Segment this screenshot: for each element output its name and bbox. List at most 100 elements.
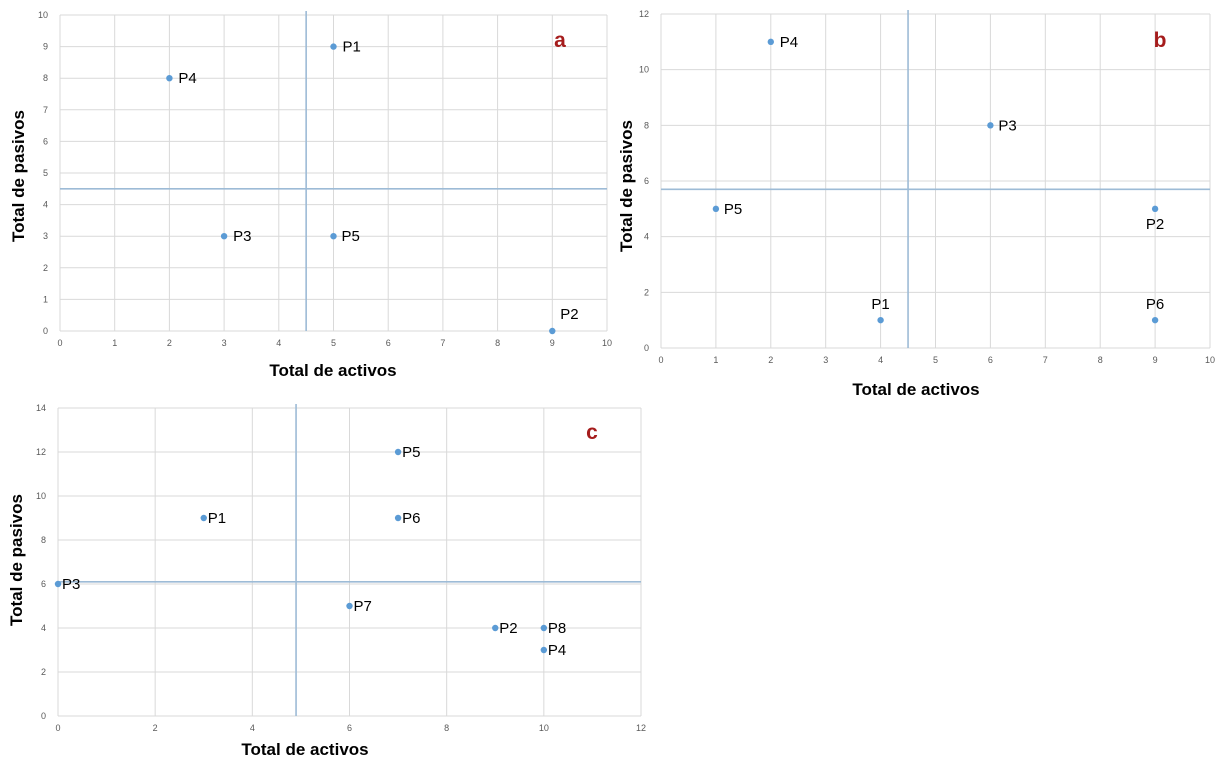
point-label-p4: P4 [178,70,196,87]
data-point-p1 [200,514,207,522]
data-point-p2 [492,624,499,632]
y-tick-label: 8 [43,73,48,83]
x-tick-label: 8 [444,723,449,733]
data-point-p4 [166,75,173,82]
y-tick-label: 12 [639,9,649,19]
point-label-p4: P4 [548,642,566,659]
point-label-p7: P7 [354,598,372,615]
x-axis-title: Total de activos [241,740,368,759]
data-point-p8 [540,624,548,632]
chart-panel-a: 0 1 2 3 4 5 6 7 8 9 10 0 1 2 3 4 5 6 7 8 9 10 P1 P2 P3 P4 P5 Total … [9,10,612,380]
data-point-p5 [330,233,337,240]
point-label-p5: P5 [724,201,742,218]
point-label-p2: P2 [560,306,578,323]
point-label-p3: P3 [62,576,80,593]
y-tick-label: 4 [644,232,649,242]
x-tick-label: 5 [933,355,938,365]
y-tick-label: 0 [41,711,46,721]
panel-letter: b [1154,29,1167,52]
data-point-p3 [54,580,62,588]
y-tick-label: 3 [43,231,48,241]
data-point-p2 [549,327,556,335]
panel-letter: c [586,421,598,444]
y-tick-label: 4 [41,623,46,633]
point-label-p3: P3 [233,228,251,245]
x-tick-label: 5 [331,338,336,348]
y-tick-label: 8 [41,535,46,545]
y-tick-label: 2 [41,667,46,677]
y-tick-label: 2 [43,263,48,273]
y-tick-label: 10 [639,65,649,75]
data-point-p5 [394,448,402,456]
data-point-p3 [987,122,994,129]
gridlines [660,13,1211,349]
y-tick-label: 0 [644,343,649,353]
y-tick-label: 6 [644,176,649,186]
x-tick-label: 2 [768,355,773,365]
point-label-p1: P1 [208,510,226,527]
y-tick-label: 5 [43,168,48,178]
y-axis-title: Total de pasivos [617,120,636,252]
y-tick-label: 7 [43,105,48,115]
data-point-p1 [330,43,337,50]
x-tick-label: 4 [878,355,883,365]
x-tick-label: 1 [112,338,117,348]
y-axis-title: Total de pasivos [9,110,28,242]
x-tick-label: 9 [550,338,555,348]
data-point-p7 [346,602,353,610]
y-tick-label: 10 [36,491,46,501]
data-point-p3 [220,233,228,240]
y-tick-label: 14 [36,403,46,413]
x-tick-label: 10 [602,338,612,348]
y-tick-label: 12 [36,447,46,457]
y-tick-label: 6 [43,136,48,146]
point-label-p2: P2 [499,620,517,637]
x-tick-label: 7 [440,338,445,348]
x-tick-label: 6 [386,338,391,348]
data-point-p5 [712,205,720,213]
x-tick-label: 6 [347,723,352,733]
x-tick-label: 2 [167,338,172,348]
point-label-p4: P4 [780,34,798,51]
gridlines [57,407,642,717]
y-tick-label: 6 [41,579,46,589]
y-axis-title: Total de pasivos [7,494,26,626]
x-tick-label: 1 [713,355,718,365]
x-tick-label: 8 [495,338,500,348]
y-tick-label: 9 [43,42,48,52]
point-label-p1: P1 [871,296,889,313]
y-tick-label: 1 [43,294,48,304]
y-tick-label: 0 [43,326,48,336]
x-tick-label: 7 [1043,355,1048,365]
data-point-p4 [767,38,774,46]
point-label-p1: P1 [343,39,361,56]
x-tick-label: 0 [55,723,60,733]
y-tick-label: 2 [644,287,649,297]
data-point-p1 [877,316,884,324]
x-tick-label: 4 [276,338,281,348]
x-tick-label: 2 [153,723,158,733]
x-tick-label: 10 [1205,355,1215,365]
point-label-p8: P8 [548,620,566,637]
point-label-p6: P6 [402,510,420,527]
x-tick-label: 8 [1098,355,1103,365]
point-label-p3: P3 [998,117,1016,134]
data-point-p2 [1151,205,1159,213]
y-tick-label: 8 [644,120,649,130]
point-label-p5: P5 [342,228,360,245]
panel-letter: a [554,29,566,52]
x-tick-label: 9 [1153,355,1158,365]
x-tick-label: 0 [658,355,663,365]
x-tick-label: 3 [222,338,227,348]
chart-panel-c: 0 2 4 6 8 10 12 0 2 4 6 8 10 12 14 P1 P2 P3 P4 P5 P6 P7 P8 Tota… [7,403,646,759]
data-point-p6 [1151,316,1159,324]
x-tick-label: 3 [823,355,828,365]
x-axis-title: Total de activos [269,361,396,380]
data-point-p4 [540,646,548,654]
point-label-p5: P5 [402,444,420,461]
y-tick-label: 4 [43,200,48,210]
gridlines [59,14,608,332]
x-tick-label: 4 [250,723,255,733]
data-point-p6 [394,514,402,522]
